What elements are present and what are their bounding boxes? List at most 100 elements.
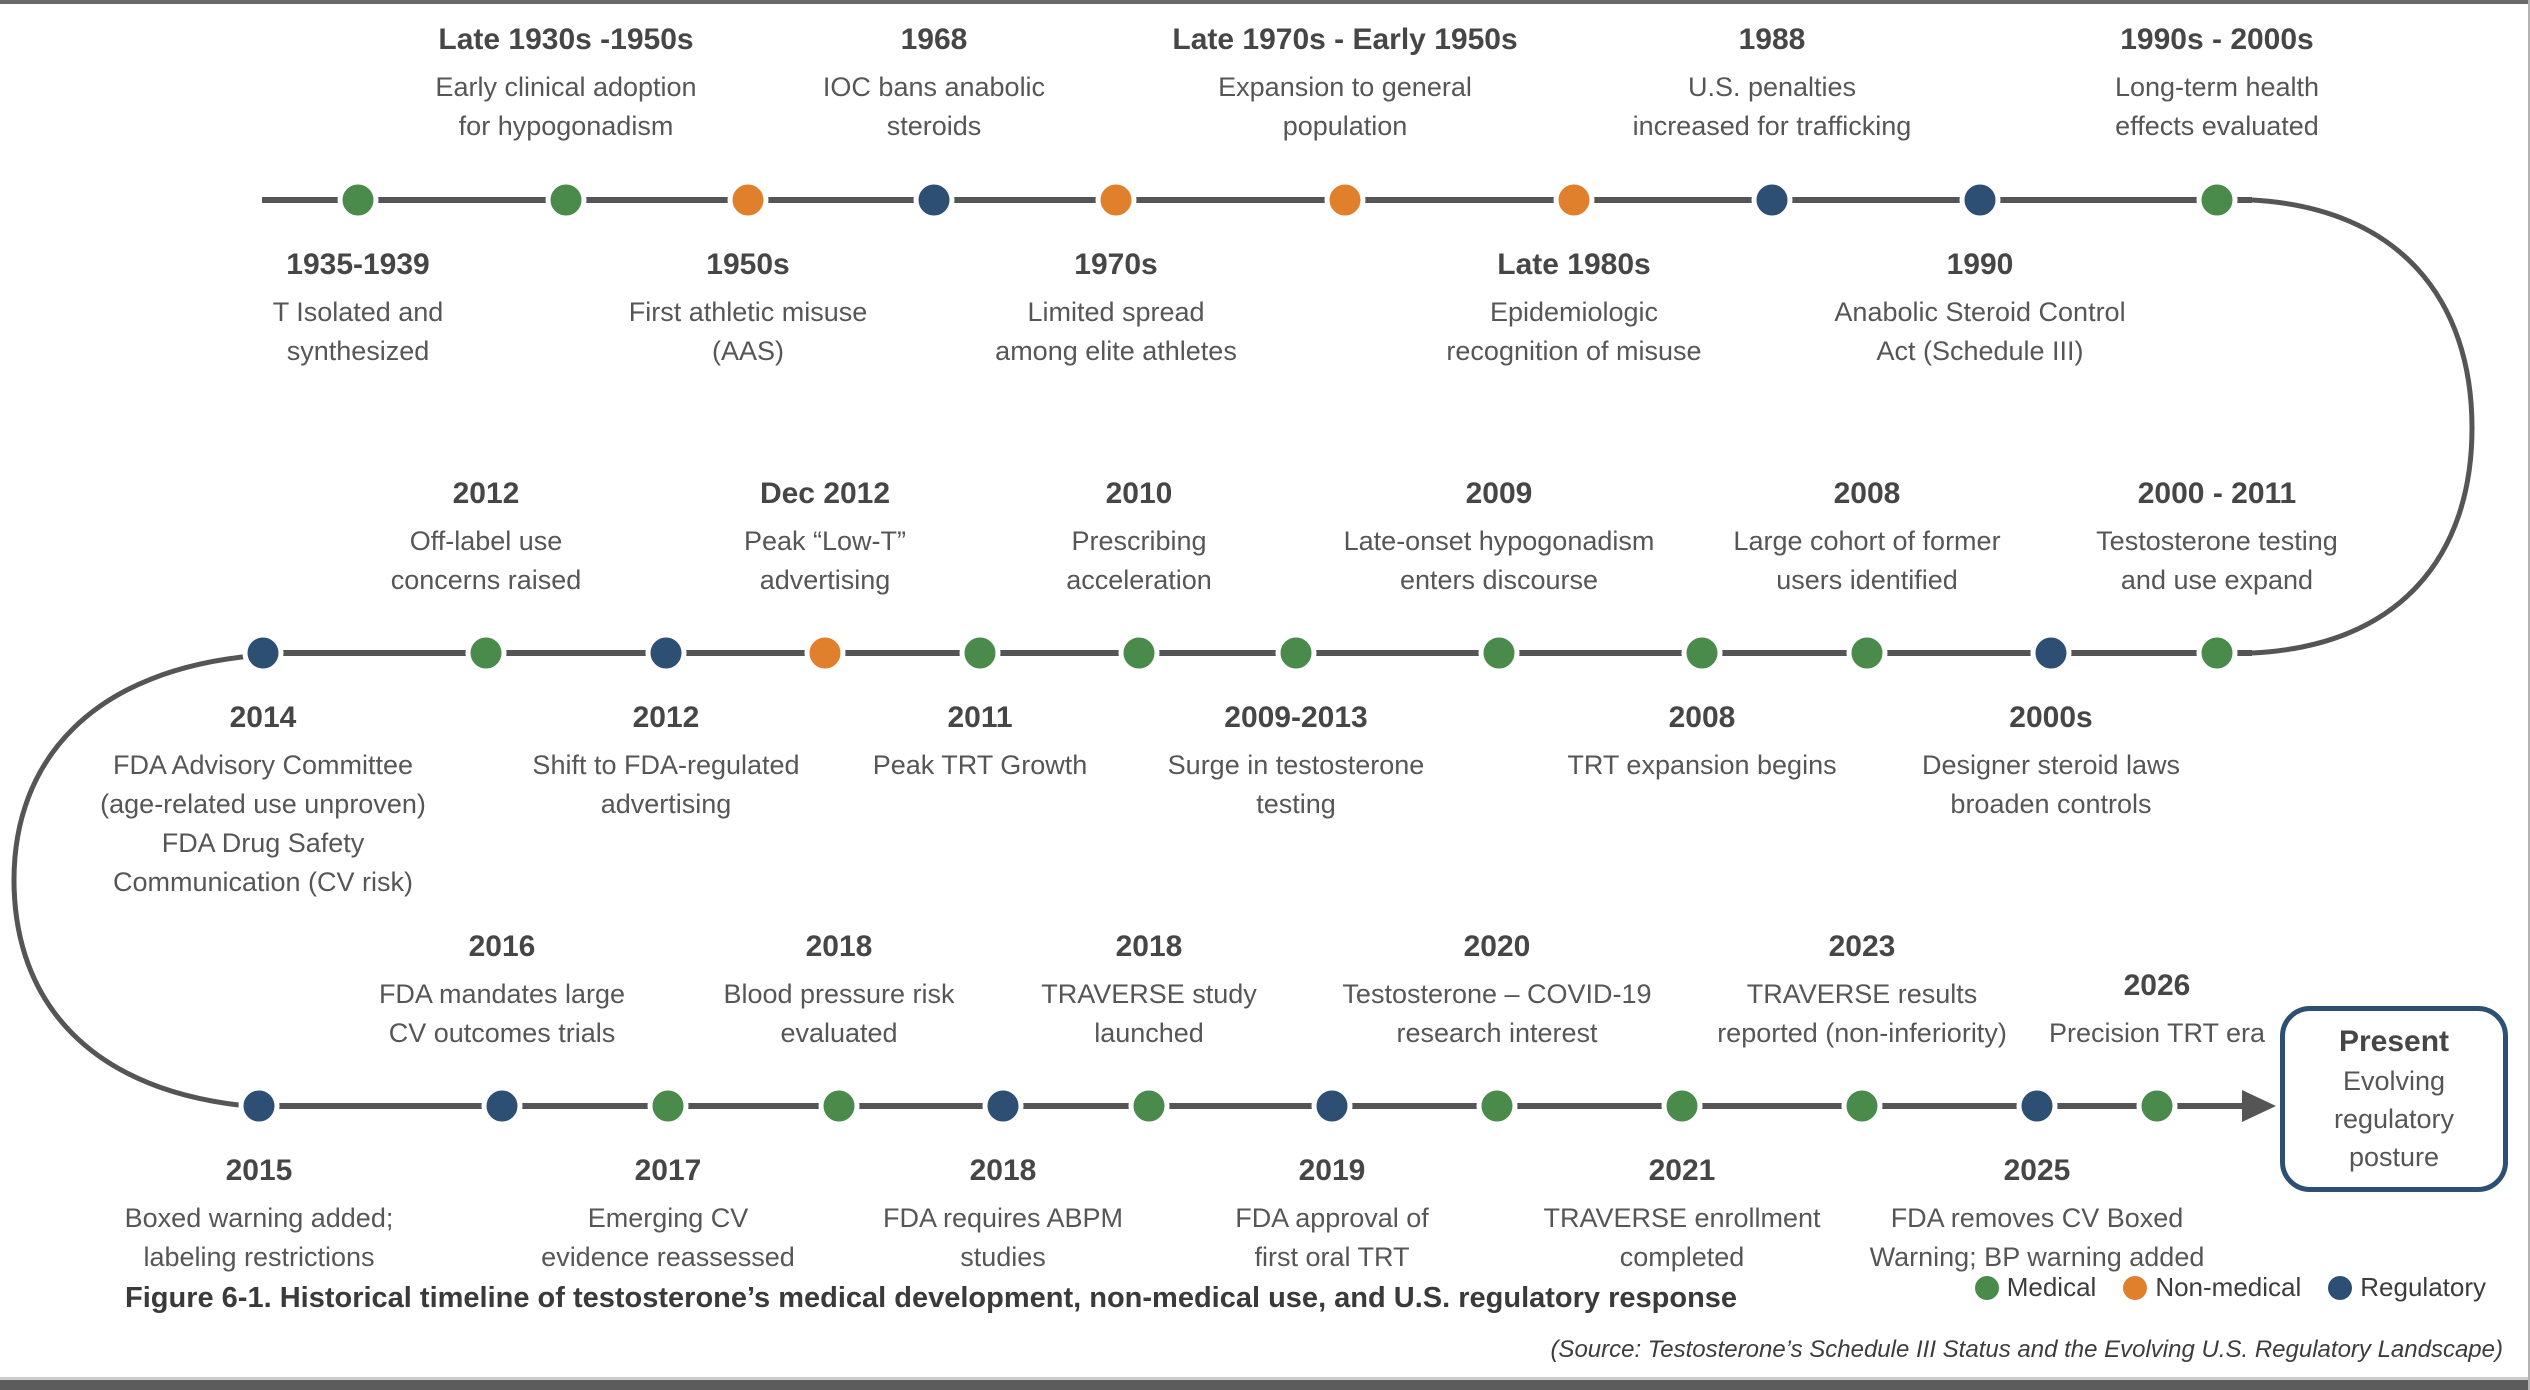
event-desc: FDA removes CV Boxed Warning; BP warning… (1869, 1202, 2205, 1272)
timeline-dot (2196, 632, 2238, 674)
timeline-event: 2000s Designer steroid laws broaden cont… (1922, 696, 2180, 824)
event-year: Late 1980s (1497, 248, 1651, 281)
timeline-event: 2018 TRAVERSE study launched (1041, 925, 1257, 1053)
event-year: 2012 (632, 701, 700, 734)
timeline-dot (1553, 179, 1595, 221)
event-year: Late 1930s -1950s (438, 23, 694, 57)
event-desc: Peak “Low-T” advertising (743, 525, 907, 595)
window-top-edge (0, 0, 2528, 4)
legend-item-regulatory: Regulatory (2327, 1272, 2486, 1303)
timeline-dot (2196, 179, 2238, 221)
timeline-dot (647, 1085, 689, 1127)
timeline-dot (1959, 179, 2001, 221)
present-title: Present (2338, 1025, 2450, 1059)
timeline-dot (2136, 1085, 2178, 1127)
timeline-dot (913, 179, 955, 221)
timeline-event: 1990s - 2000s Long-term health effects e… (2115, 18, 2319, 146)
event-year: 2026 (2123, 969, 2191, 1003)
event-year: 2018 (969, 1154, 1037, 1187)
timeline-dot (1841, 1085, 1883, 1127)
timeline-event: 2011 Peak TRT Growth (873, 696, 1088, 785)
source-note: (Source: Testosterone’s Schedule III Sta… (1550, 1336, 2503, 1363)
event-year: 2014 (229, 701, 297, 734)
timeline-dot (1751, 179, 1793, 221)
present-desc: Evolving regulatory posture (2333, 1066, 2455, 1172)
event-year: 2000s (2009, 701, 2093, 734)
arrow-to-present-icon (2242, 1090, 2276, 1122)
timeline-dot (1478, 632, 1520, 674)
event-desc: T Isolated and synthesized (272, 296, 444, 366)
window-bottom-edge (0, 1380, 2528, 1390)
timeline-event: 2012 Shift to FDA-regulated advertising (532, 696, 799, 824)
event-year: 2017 (634, 1154, 702, 1187)
event-desc: FDA Advisory Committee (age-related use … (100, 749, 426, 897)
event-desc: Testosterone – COVID-19 research interes… (1342, 978, 1652, 1048)
event-year: 1935-1939 (286, 248, 430, 281)
event-year: 2019 (1298, 1154, 1366, 1187)
event-desc: FDA mandates large CV outcomes trials (378, 978, 626, 1048)
event-desc: Expansion to general population (1218, 71, 1472, 141)
event-desc: TRAVERSE results reported (non-inferiori… (1717, 978, 2007, 1048)
timeline-dot (982, 1085, 1024, 1127)
legend-label: Regulatory (2360, 1272, 2486, 1302)
event-year: 2018 (1115, 930, 1183, 964)
legend: Medical Non-medical Regulatory (1974, 1272, 2486, 1303)
regulatory-dot-icon (2328, 1275, 2353, 1300)
event-desc: TRAVERSE enrollment completed (1543, 1202, 1821, 1272)
timeline-event: Late 1930s -1950s Early clinical adoptio… (435, 18, 696, 146)
timeline-dot (1311, 1085, 1353, 1127)
event-year: 1988 (1738, 23, 1806, 57)
event-year: 2015 (225, 1154, 293, 1187)
timeline-event: 1990 Anabolic Steroid Control Act (Sched… (1834, 243, 2125, 371)
non-medical-dot-icon (2123, 1275, 2148, 1300)
timeline-dot (1661, 1085, 1703, 1127)
timeline-event: 1970s Limited spread among elite athlete… (995, 243, 1237, 371)
timeline-event: 2023 TRAVERSE results reported (non-infe… (1717, 925, 2007, 1053)
timeline-event: Late 1970s - Early 1950s Expansion to ge… (1172, 18, 1517, 146)
event-year: 2011 (947, 701, 1013, 734)
event-desc: Early clinical adoption for hypogonadism (435, 71, 697, 141)
event-year: 2018 (805, 930, 873, 964)
timeline-event: 2026 Precision TRT era (2049, 964, 2265, 1053)
timeline-dot (1275, 632, 1317, 674)
event-desc: Large cohort of former users identified (1733, 525, 2001, 595)
timeline-dot (545, 179, 587, 221)
figure-caption: Figure 6-1. Historical timeline of testo… (125, 1282, 1738, 1314)
timeline-event: 2025 FDA removes CV Boxed Warning; BP wa… (1870, 1149, 2205, 1277)
present-box: Present Evolving regulatory posture (2280, 1006, 2508, 1192)
timeline-event: 2010 Prescribing acceleration (1066, 472, 1212, 600)
event-year: 2020 (1463, 930, 1531, 964)
event-year: 1990 (1946, 248, 2014, 281)
event-year: 2009-2013 (1224, 701, 1368, 734)
timeline-dot (1128, 1085, 1170, 1127)
timeline-event: 1968 IOC bans anabolic steroids (823, 18, 1045, 146)
timeline-event: 2008 Large cohort of former users identi… (1733, 472, 2000, 600)
event-year: 2025 (2003, 1154, 2071, 1187)
timeline-dot (1324, 179, 1366, 221)
timeline-dot (1846, 632, 1888, 674)
event-year: 2016 (468, 930, 536, 964)
timeline-dot (1681, 632, 1723, 674)
timeline-dot (2030, 632, 2072, 674)
event-desc: Shift to FDA-regulated advertising (532, 749, 800, 819)
timeline-dot (727, 179, 769, 221)
timeline-event: 1988 U.S. penalties increased for traffi… (1633, 18, 1912, 146)
event-year: 2023 (1828, 930, 1896, 964)
timeline-dot (1095, 179, 1137, 221)
timeline-dot (1118, 632, 1160, 674)
event-year: 1968 (900, 23, 968, 57)
timeline-event: 2000 - 2011 Testosterone testing and use… (2096, 472, 2338, 600)
legend-label: Medical (2006, 1272, 2097, 1302)
timeline-dot (804, 632, 846, 674)
timeline-left-curve (11, 652, 264, 1110)
event-desc: Surge in testosterone testing (1167, 749, 1425, 819)
legend-label: Non-medical (2155, 1272, 2302, 1302)
event-desc: Peak TRT Growth (872, 749, 1088, 780)
event-desc: Off-label use concerns raised (390, 525, 582, 595)
event-desc: Limited spread among elite athletes (995, 296, 1237, 366)
timeline-right-curve (2251, 197, 2475, 656)
timeline-event: 2021 TRAVERSE enrollment completed (1543, 1149, 1820, 1277)
event-desc: TRAVERSE study launched (1041, 978, 1257, 1048)
timeline-event: Dec 2012 Peak “Low-T” advertising (744, 472, 906, 600)
